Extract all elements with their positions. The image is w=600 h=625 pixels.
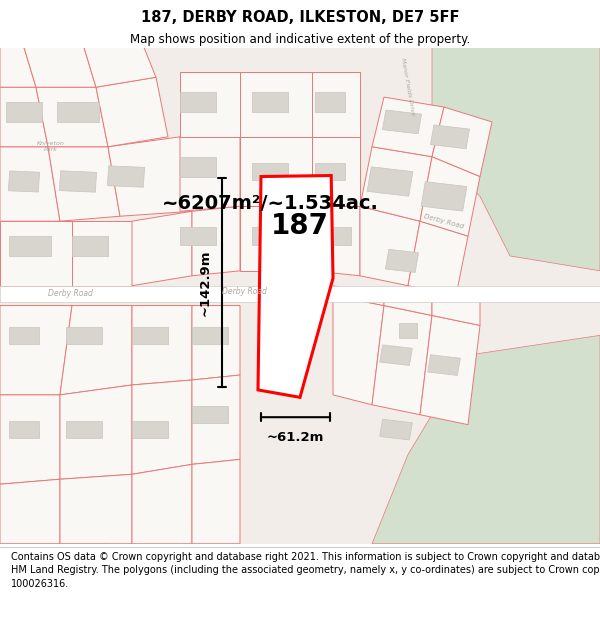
Polygon shape [428,355,460,376]
Polygon shape [108,137,192,216]
Polygon shape [132,211,192,286]
Polygon shape [59,171,97,192]
Polygon shape [0,306,72,395]
Polygon shape [107,166,145,188]
Polygon shape [9,236,51,256]
Polygon shape [192,406,228,423]
Polygon shape [240,72,312,137]
Polygon shape [372,97,444,157]
Polygon shape [0,479,60,544]
Text: Derby Road: Derby Road [424,213,464,229]
Polygon shape [240,137,312,206]
Polygon shape [360,147,432,221]
Polygon shape [312,72,360,137]
Polygon shape [0,88,48,147]
Polygon shape [240,206,312,271]
Polygon shape [399,323,417,338]
Polygon shape [60,385,132,479]
Polygon shape [420,316,480,424]
Polygon shape [72,236,108,256]
Polygon shape [420,157,480,236]
Polygon shape [421,182,467,211]
Polygon shape [192,206,240,276]
Polygon shape [9,421,39,438]
Polygon shape [57,102,99,122]
Text: ~6207m²/~1.534ac.: ~6207m²/~1.534ac. [162,194,379,213]
Text: Kniveton
Park: Kniveton Park [37,141,65,152]
Polygon shape [0,48,36,88]
Polygon shape [315,92,345,112]
Polygon shape [180,137,240,211]
Polygon shape [0,48,600,544]
Polygon shape [385,249,419,272]
Polygon shape [252,163,288,180]
Polygon shape [0,494,108,544]
Polygon shape [0,221,72,286]
Polygon shape [132,380,192,474]
Polygon shape [312,206,360,276]
Polygon shape [380,345,412,366]
Polygon shape [132,327,168,344]
Polygon shape [180,72,240,137]
Polygon shape [180,157,216,176]
Text: Contains OS data © Crown copyright and database right 2021. This information is : Contains OS data © Crown copyright and d… [11,552,600,589]
Polygon shape [72,221,132,286]
Text: ~61.2m: ~61.2m [267,431,324,444]
Polygon shape [132,421,168,438]
Polygon shape [0,147,60,221]
Polygon shape [258,176,333,398]
Polygon shape [333,286,384,306]
Polygon shape [372,306,432,415]
Polygon shape [367,167,413,196]
Polygon shape [60,306,132,395]
Polygon shape [384,302,432,316]
Text: Map shows position and indicative extent of the property.: Map shows position and indicative extent… [130,33,470,46]
Polygon shape [383,110,421,134]
Polygon shape [132,464,192,544]
Polygon shape [66,421,102,438]
Polygon shape [24,48,96,88]
Text: Derby Road: Derby Road [48,289,93,298]
Polygon shape [48,147,120,221]
Text: 187: 187 [271,212,329,240]
Polygon shape [432,48,600,271]
Polygon shape [36,88,108,147]
Polygon shape [321,228,351,245]
Polygon shape [360,206,420,286]
Polygon shape [8,171,40,192]
Polygon shape [0,395,60,484]
Text: Manor Fields Drive: Manor Fields Drive [400,58,416,117]
Polygon shape [0,58,120,181]
Polygon shape [380,419,412,440]
Polygon shape [315,163,345,180]
Polygon shape [431,125,469,149]
Polygon shape [252,228,288,245]
Polygon shape [408,221,468,296]
Polygon shape [66,327,102,344]
Text: ~142.9m: ~142.9m [198,249,211,316]
Polygon shape [180,228,216,245]
Polygon shape [192,459,240,544]
Polygon shape [192,306,240,380]
Polygon shape [312,137,360,206]
Polygon shape [432,107,492,176]
Polygon shape [132,306,192,385]
Text: Derby Road: Derby Road [222,287,267,296]
Polygon shape [30,48,150,171]
Polygon shape [60,474,132,544]
Polygon shape [0,286,600,302]
Polygon shape [192,375,240,464]
Polygon shape [180,92,216,112]
Polygon shape [372,336,600,544]
Polygon shape [432,302,480,326]
Polygon shape [192,327,228,344]
Text: 187, DERBY ROAD, ILKESTON, DE7 5FF: 187, DERBY ROAD, ILKESTON, DE7 5FF [141,11,459,26]
Polygon shape [96,78,168,147]
Polygon shape [9,327,39,344]
Polygon shape [333,296,384,306]
Polygon shape [333,296,384,405]
Polygon shape [252,92,288,112]
Polygon shape [6,102,42,122]
Polygon shape [84,48,156,88]
